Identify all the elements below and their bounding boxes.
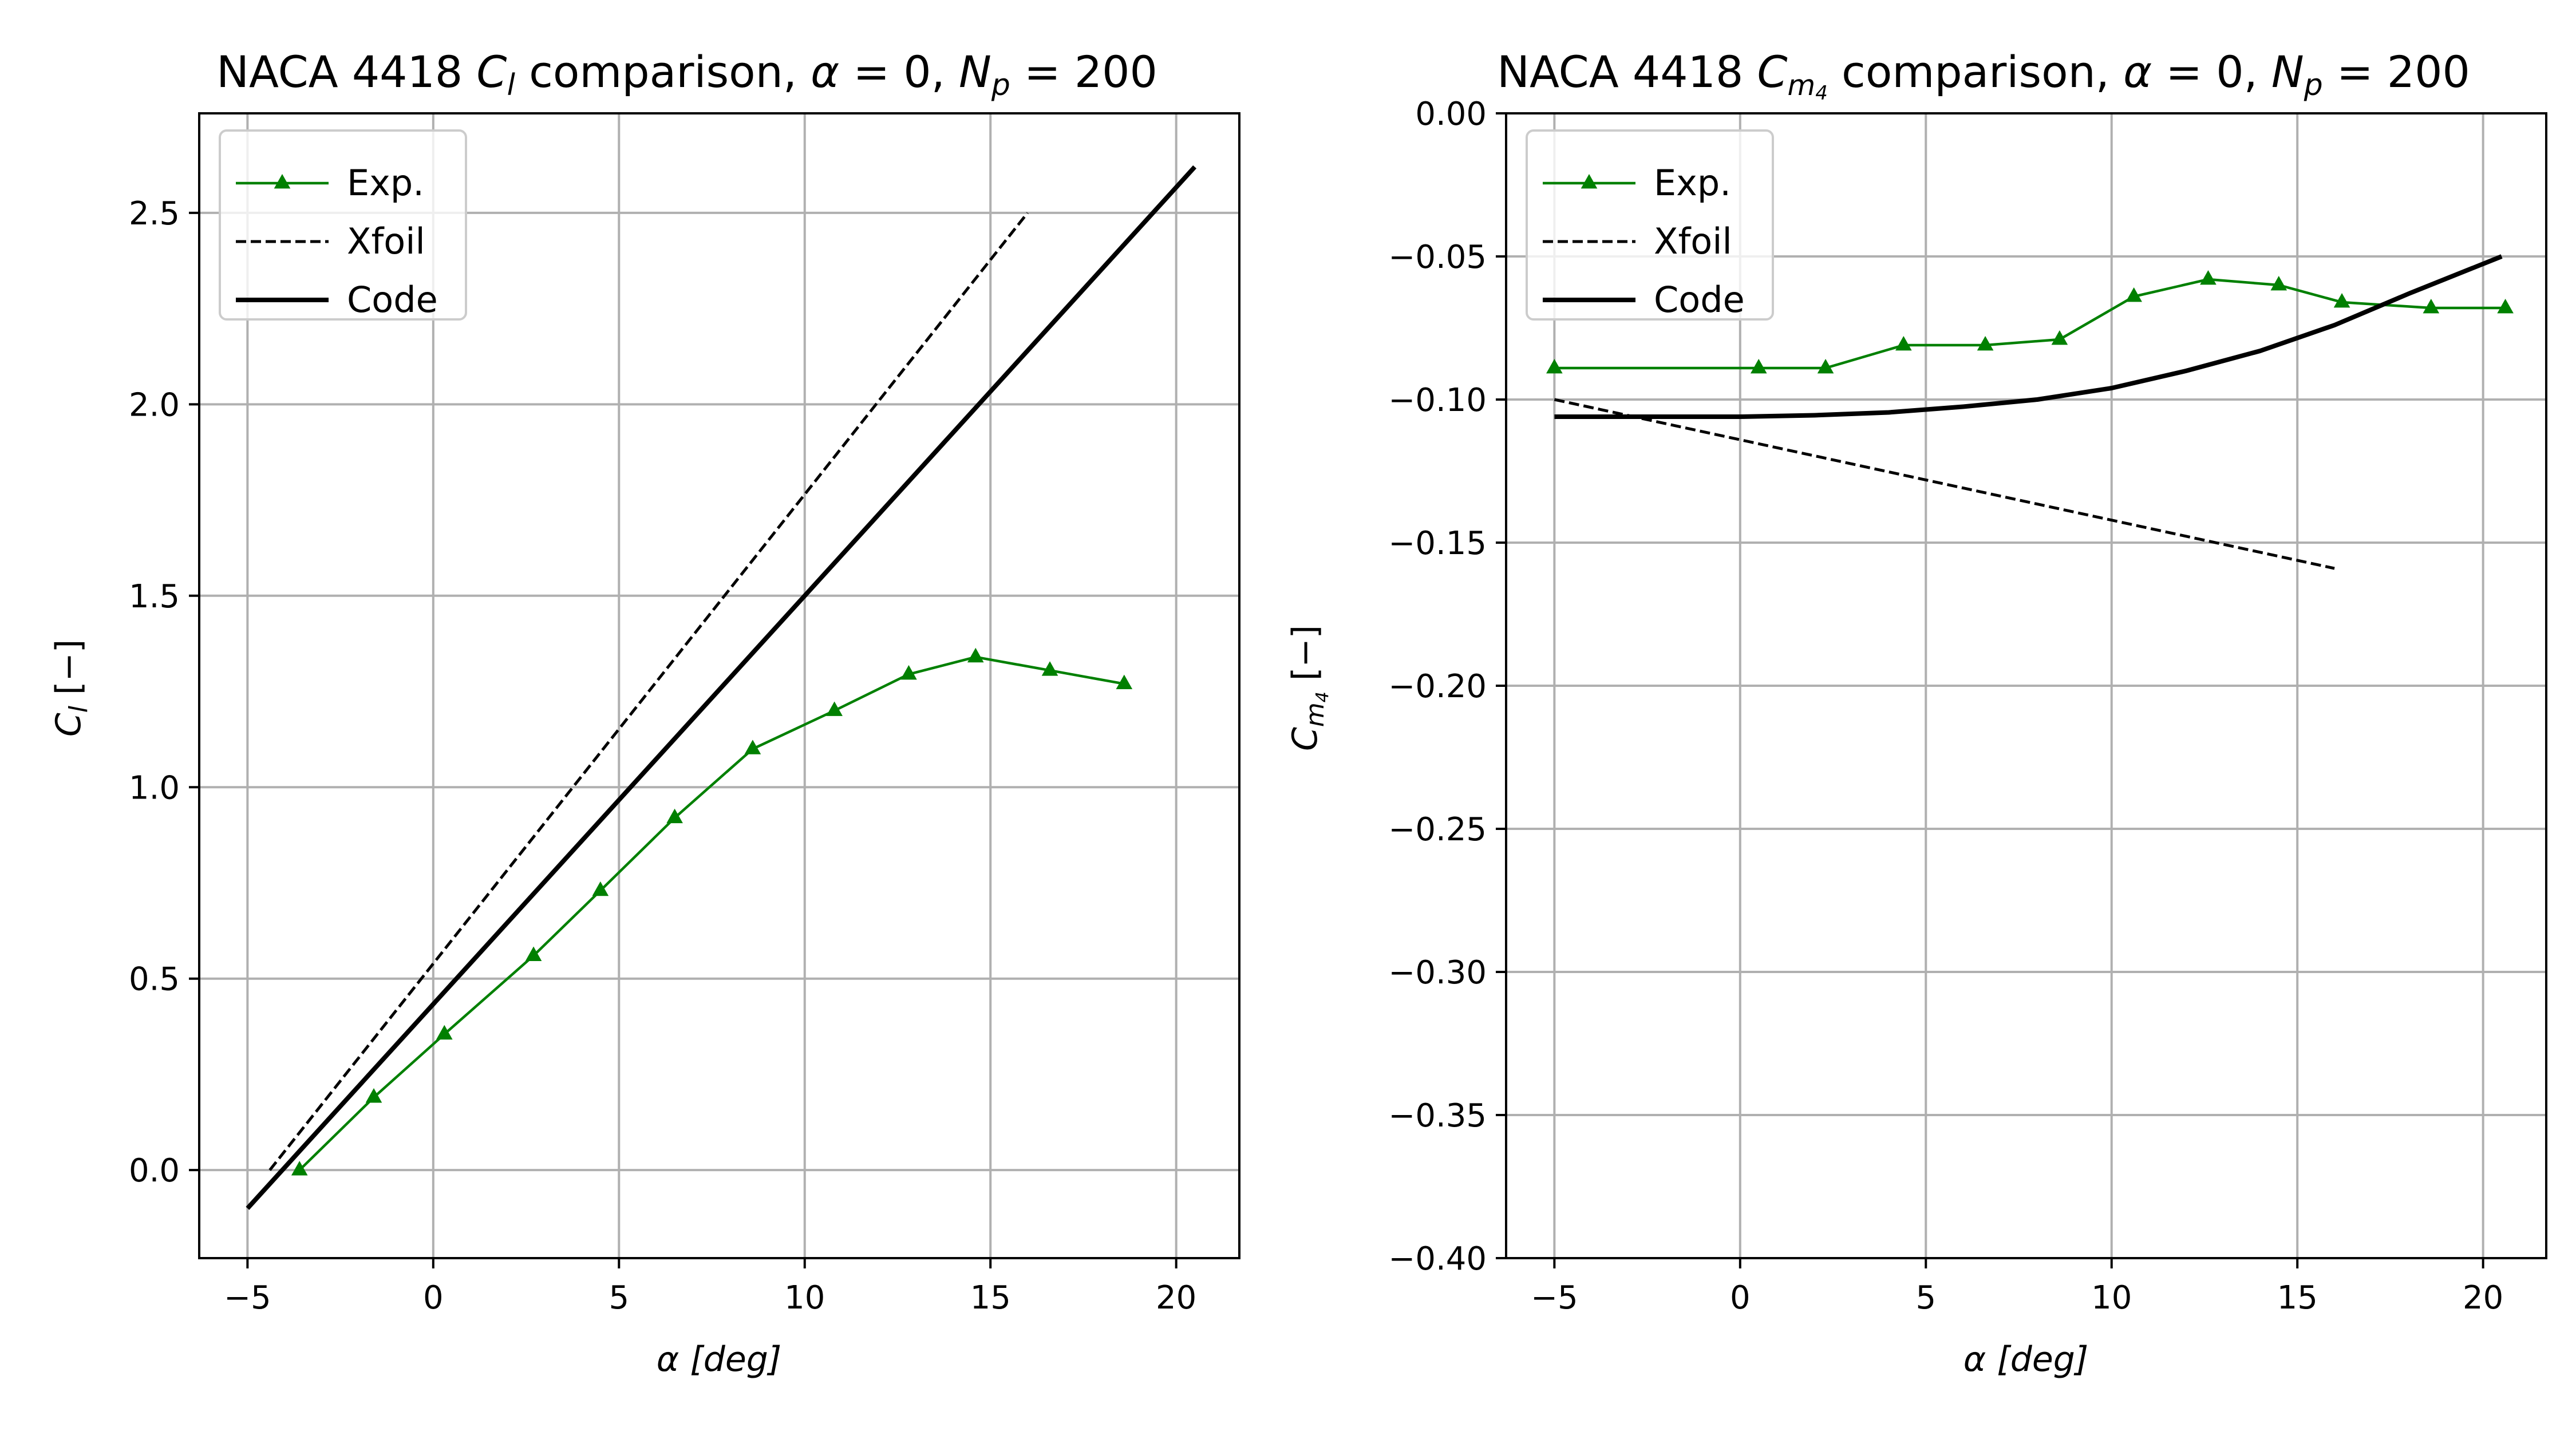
cm-series-exp-point [2200,270,2217,285]
cl-y-axis-label: Cl [−] [49,639,93,737]
cm-x-tick-label: 15 [2277,1279,2318,1317]
cl-y-tick-label: 2.5 [129,195,180,232]
cl-y-tick-label: 0.5 [129,961,180,998]
cl-legend-exp-marker [274,173,291,189]
cl-grid [199,113,1239,1258]
cm-y-tick-label: 0.00 [1415,96,1487,133]
cl-series-exp-point [365,1088,382,1103]
cm-legend: Exp. Xfoil Code [1526,129,1774,321]
cm-y-tick-label: −0.40 [1388,1240,1487,1278]
cl-series-exp-point [525,946,542,961]
cl-series-exp-point [826,701,843,716]
cm-y-axis-label: Cm4 [−] [1285,625,1333,751]
cm-series-group [1546,254,2514,570]
cl-x-tick-label: 0 [423,1279,444,1317]
cm-series-exp-point [2497,298,2514,314]
cl-y-tick-label: 2.0 [129,386,180,424]
cm-series-exp-point [2125,287,2142,302]
cm-series-exp-point [1546,358,1563,374]
cl-legend-code-label: Code [347,279,438,321]
cm-y-tick-label: −0.35 [1388,1097,1487,1134]
cl-y-tick-label: 1.5 [129,578,180,615]
cm-series-exp-point [2270,275,2287,291]
cl-series-code-line [246,165,1197,1210]
cm-series-exp-point [1895,335,1912,351]
cm-legend-exp-label: Exp. [1654,162,1731,204]
cl-ticks: −5 0 5 10 15 20 0.0 0.5 1.0 1.5 2.0 2.5 [129,195,1196,1317]
cm-y-tick-label: −0.30 [1388,954,1487,991]
cm-series-exp-point [1977,335,1994,351]
cl-x-tick-label: 10 [784,1279,825,1317]
cl-series-exp-point [744,740,761,754]
cl-series-exp-point [900,665,917,680]
cl-series-exp-point [1041,661,1058,676]
cl-y-tick-label: 1.0 [129,769,180,807]
cm-y-tick-label: −0.15 [1388,525,1487,562]
cm-series-exp-point [2423,298,2440,314]
cl-x-tick-label: 5 [609,1279,629,1317]
cl-chart-title: NACA 4418 Cl comparison, α = 0, Np = 200 [216,46,1157,102]
cm-series-exp-point [2051,330,2068,345]
cm-y-tick-label: −0.25 [1388,811,1487,848]
cl-legend-xfoil-label: Xfoil [347,220,425,262]
cm-series-exp-point [2333,292,2350,308]
cm-x-tick-label: −5 [1531,1279,1578,1317]
cm-legend-code-label: Code [1654,279,1745,321]
cl-series-exp-line [298,655,1125,1171]
cl-legend-exp-label: Exp. [347,162,424,204]
cl-legend: Exp. Xfoil Code [219,129,467,321]
cl-y-tick-label: 0.0 [129,1152,180,1189]
cm-series-code-line [1554,254,2503,419]
cl-plot-frame [198,112,1240,1259]
cl-series-exp-point [592,881,609,896]
cm-x-axis-label: α [deg] [1963,1339,2089,1379]
cl-x-tick-label: −5 [224,1279,271,1317]
cl-series-group [246,165,1197,1210]
cl-series-xfoil-line [268,212,1029,1171]
cm-series-exp-point [1750,358,1767,374]
cm-y-tick-label: −0.20 [1388,668,1487,705]
cm-legend-xfoil-label: Xfoil [1654,220,1732,262]
cl-series-exp-point [967,647,984,663]
cl-series-exp-point [436,1025,453,1040]
cm-x-tick-label: 5 [1915,1279,1936,1317]
cm-x-tick-label: 20 [2463,1279,2503,1317]
cl-series-exp-point [666,808,683,824]
cm-x-tick-label: 10 [2091,1279,2132,1317]
cm-chart-title: NACA 4418 Cm4 comparison, α = 0, Np = 20… [1497,46,2470,105]
cm-ticks: −5 0 5 10 15 20 0.00 −0.05 −0.10 −0.15 −0.20 −0.25 −… [1388,96,2503,1317]
cm-y-tick-label: −0.05 [1388,239,1487,276]
cm-legend-exp-marker [1581,173,1598,189]
cm-y-tick-label: −0.10 [1388,382,1487,419]
cl-x-tick-label: 20 [1156,1279,1196,1317]
cl-x-axis-label: α [deg] [657,1339,782,1379]
cm-chart-panel: NACA 4418 Cm4 comparison, α = 0, Np = 20… [1285,46,2547,1379]
cl-series-exp-point [1116,674,1133,690]
cl-series-exp-point [291,1161,308,1176]
cm-series-exp-point [1817,358,1834,374]
cm-x-tick-label: 0 [1730,1279,1751,1317]
cl-x-tick-label: 15 [970,1279,1011,1317]
cm-series-xfoil-line [1554,398,2335,570]
cl-chart-panel: NACA 4418 Cl comparison, α = 0, Np = 200… [49,46,1240,1379]
cm-series-exp-line [1554,278,2506,370]
